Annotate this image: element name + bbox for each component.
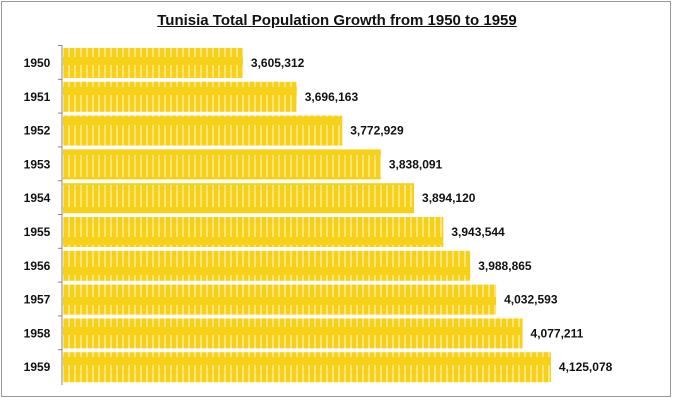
category-label: 1959 [24, 360, 51, 374]
bar-1951 [63, 81, 297, 112]
bar-1955 [63, 217, 444, 247]
data-label: 3,838,091 [389, 157, 443, 171]
category-label: 1953 [24, 157, 51, 171]
category-label: 1951 [24, 90, 51, 104]
bar-1952 [63, 115, 343, 146]
data-label: 3,988,865 [478, 259, 532, 273]
category-label: 1955 [24, 225, 51, 239]
bar-1953 [63, 149, 381, 180]
category-label: 1958 [24, 326, 51, 340]
category-label: 1952 [24, 124, 51, 138]
bar-1957 [63, 284, 497, 315]
category-label: 1956 [24, 259, 51, 273]
data-label: 3,943,544 [451, 225, 505, 239]
data-label: 4,125,078 [559, 360, 613, 374]
chart-title: Tunisia Total Population Growth from 195… [157, 12, 517, 29]
data-label: 4,032,593 [504, 293, 558, 307]
bar-1958 [63, 318, 523, 349]
bar-1959 [63, 352, 551, 383]
category-label: 1957 [24, 293, 51, 307]
data-label: 3,772,929 [350, 124, 404, 138]
data-label: 3,696,163 [305, 90, 359, 104]
bar-1956 [63, 250, 471, 281]
data-label: 3,605,312 [251, 56, 305, 70]
data-label: 4,077,211 [531, 326, 584, 340]
data-label: 3,894,120 [422, 191, 476, 205]
bar-1950 [63, 48, 243, 78]
category-label: 1950 [24, 56, 51, 70]
bar-1954 [63, 183, 415, 214]
category-label: 1954 [24, 191, 51, 205]
